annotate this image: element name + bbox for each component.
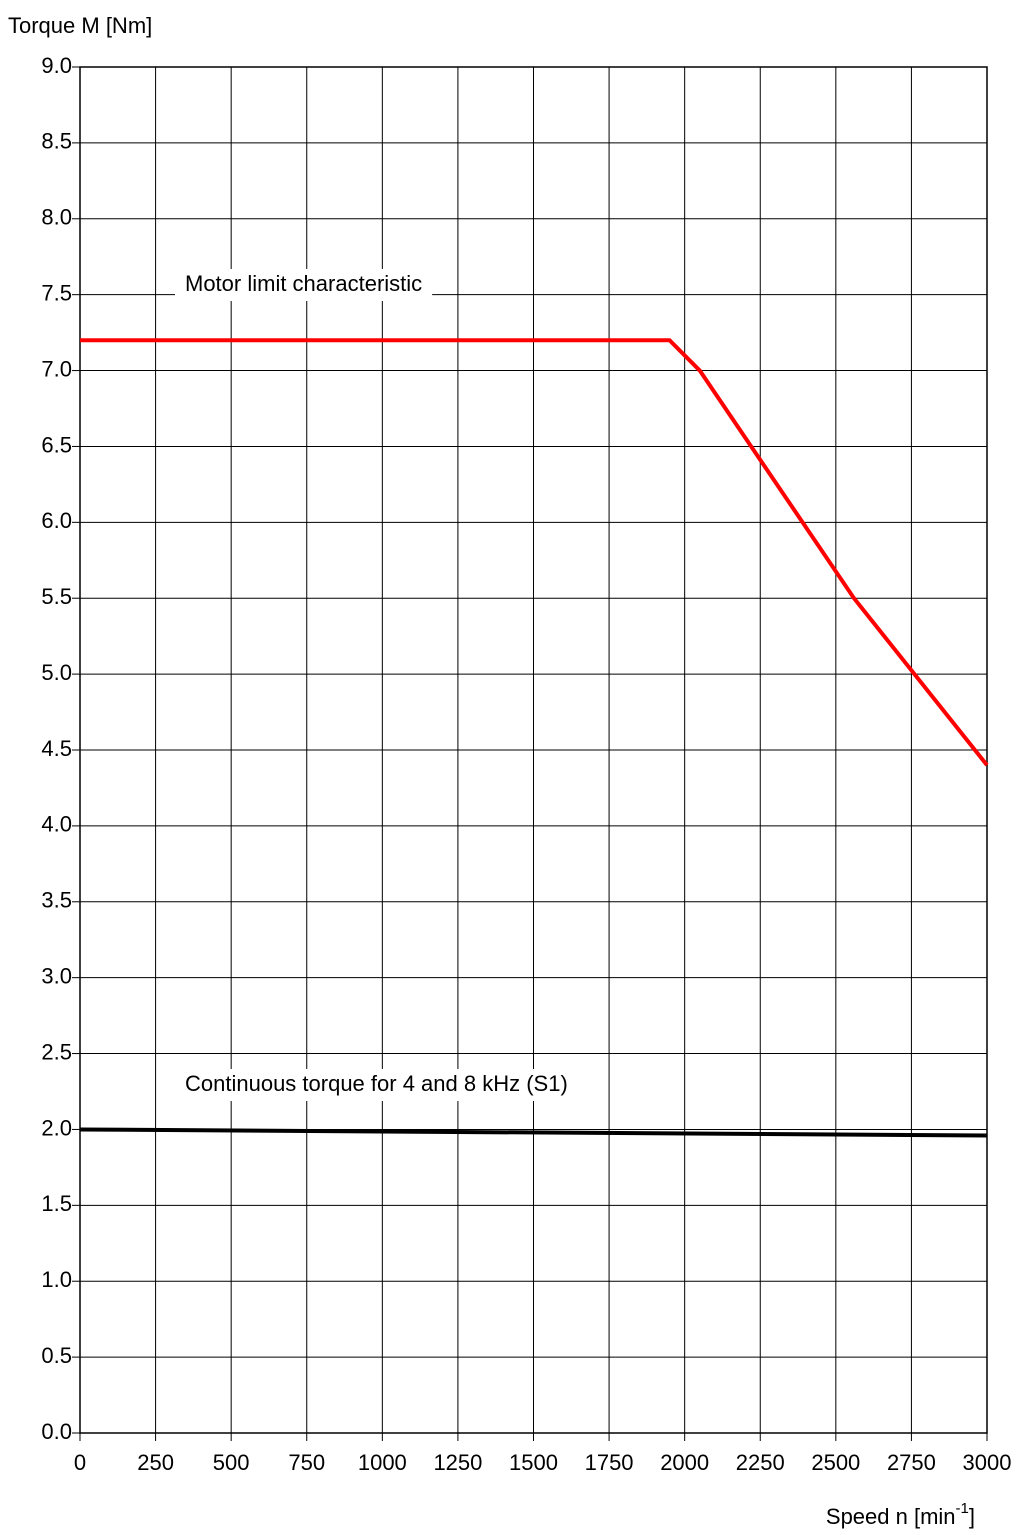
x-tick-label: 2000 [660, 1450, 709, 1475]
y-tick-label: 7.5 [41, 280, 72, 305]
x-axis-label-sup: -1 [956, 1500, 969, 1517]
plot-frame [79, 66, 988, 1434]
series-label-bg [175, 1069, 578, 1101]
series-line [80, 338, 989, 767]
x-tick-label: 0 [74, 1450, 86, 1475]
y-tick-label: 7.0 [41, 356, 72, 381]
y-tick-label: 4.0 [41, 812, 72, 837]
x-axis-label-text: Speed n [min [826, 1504, 956, 1529]
y-tick-label: 3.0 [41, 963, 72, 988]
y-tick-label: 6.5 [41, 432, 72, 457]
x-tick-label: 1750 [585, 1450, 634, 1475]
y-axis-label: Torque M [Nm] [8, 13, 152, 38]
y-tick-label: 2.0 [41, 1115, 72, 1140]
x-tick-label: 2250 [736, 1450, 785, 1475]
y-tick-label: 0.0 [41, 1419, 72, 1444]
y-tick-label: 6.0 [41, 508, 72, 533]
y-tick-label: 9.0 [41, 53, 72, 78]
series-label: Continuous torque for 4 and 8 kHz (S1) [185, 1071, 568, 1096]
x-tick-label: 750 [288, 1450, 325, 1475]
y-tick-label: 2.5 [41, 1039, 72, 1064]
x-axis-label: Speed n [min-1] [826, 1500, 975, 1529]
y-tick-label: 8.0 [41, 205, 72, 230]
y-tick-label: 0.5 [41, 1343, 72, 1368]
x-tick-label: 500 [213, 1450, 250, 1475]
series-label: Motor limit characteristic [185, 271, 422, 296]
x-tick-label: 2750 [887, 1450, 936, 1475]
x-axis-label-end: ] [969, 1504, 975, 1529]
y-tick-label: 1.5 [41, 1191, 72, 1216]
y-tick-label: 3.5 [41, 888, 72, 913]
x-tick-label: 250 [137, 1450, 174, 1475]
x-tick-label: 1000 [358, 1450, 407, 1475]
x-tick-label: 1250 [433, 1450, 482, 1475]
y-tick-label: 4.5 [41, 736, 72, 761]
x-tick-label: 3000 [963, 1450, 1012, 1475]
x-tick-label: 2500 [811, 1450, 860, 1475]
y-tick-label: 5.0 [41, 660, 72, 685]
y-tick-label: 5.5 [41, 584, 72, 609]
x-tick-label: 1500 [509, 1450, 558, 1475]
series-line [79, 1127, 988, 1138]
series-label-bg [175, 269, 433, 301]
y-tick-label: 1.0 [41, 1267, 72, 1292]
y-tick-label: 8.5 [41, 129, 72, 154]
